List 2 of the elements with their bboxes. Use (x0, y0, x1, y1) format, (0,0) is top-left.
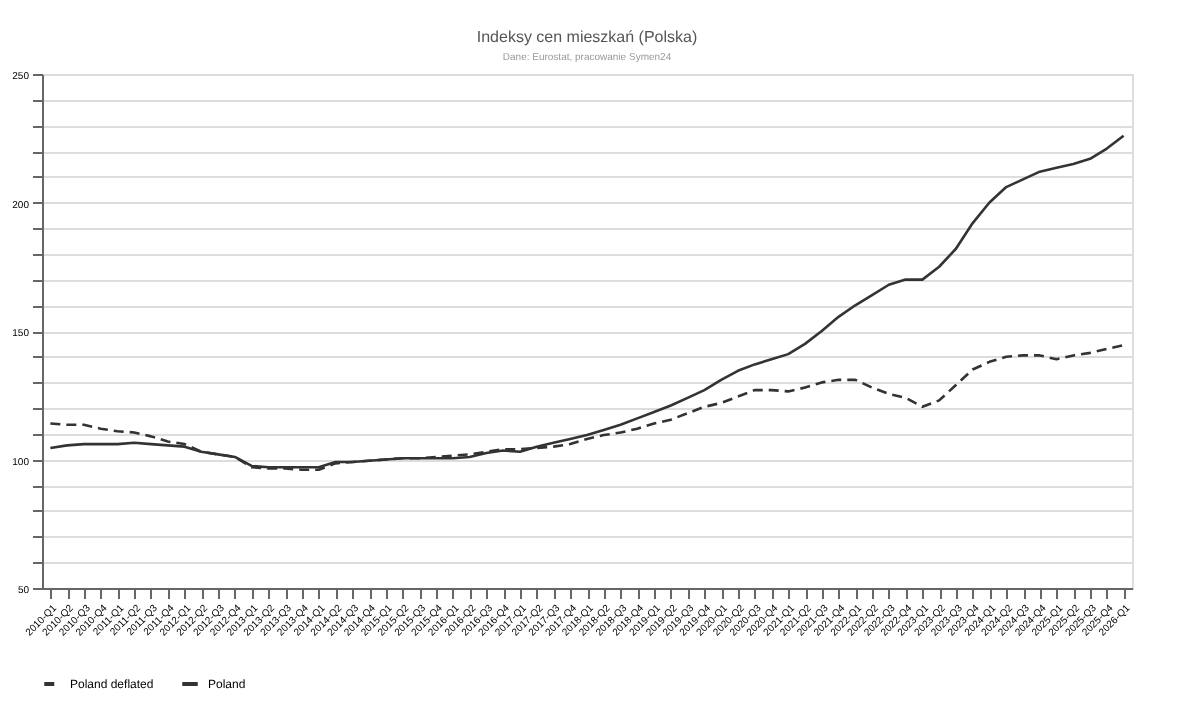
line-series (49, 134, 1125, 469)
chart-title: Indeksy cen mieszkań (Polska) (476, 28, 698, 46)
